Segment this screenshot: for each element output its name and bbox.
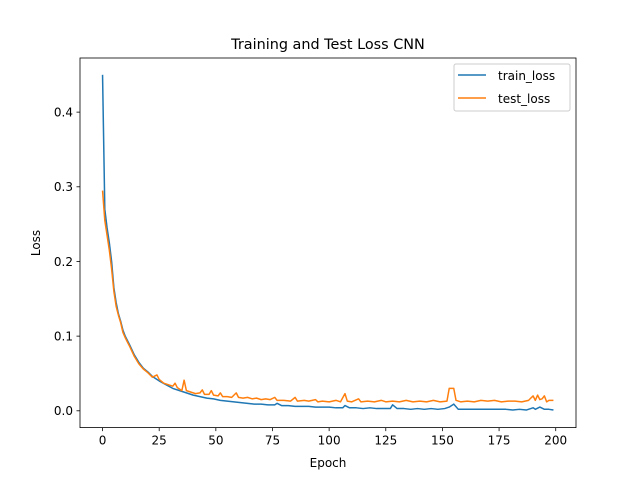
plot-frame [79,57,577,429]
chart-title: Training and Test Loss CNN [230,37,425,53]
x-tick-label: 75 [265,434,280,448]
y-axis-label: Loss [29,230,43,256]
x-tick-label: 125 [374,434,397,448]
y-tick-label: 0.3 [54,180,73,194]
y-tick-label: 0.0 [54,404,73,418]
x-tick-label: 175 [488,434,511,448]
y-tick-label: 0.1 [54,329,73,343]
x-axis-ticks: 0 25 50 75 100 125 150 175 200 [99,427,567,448]
x-tick-label: 25 [152,434,167,448]
x-tick-label: 50 [208,434,223,448]
test_loss-line [101,190,554,403]
legend-label-test: test_loss [498,92,550,106]
y-tick-label: 0.4 [54,105,73,119]
x-tick-label: 150 [431,434,454,448]
legend: train_loss test_loss [453,63,571,112]
x-axis-label: Epoch [310,456,347,470]
y-axis-ticks: 0.0 0.1 0.2 0.3 0.4 [54,105,80,418]
y-tick-label: 0.2 [54,255,73,269]
series-lines [101,74,554,411]
x-tick-label: 200 [544,434,567,448]
legend-label-train: train_loss [498,69,555,83]
x-tick-label: 0 [99,434,107,448]
x-tick-label: 100 [318,434,341,448]
